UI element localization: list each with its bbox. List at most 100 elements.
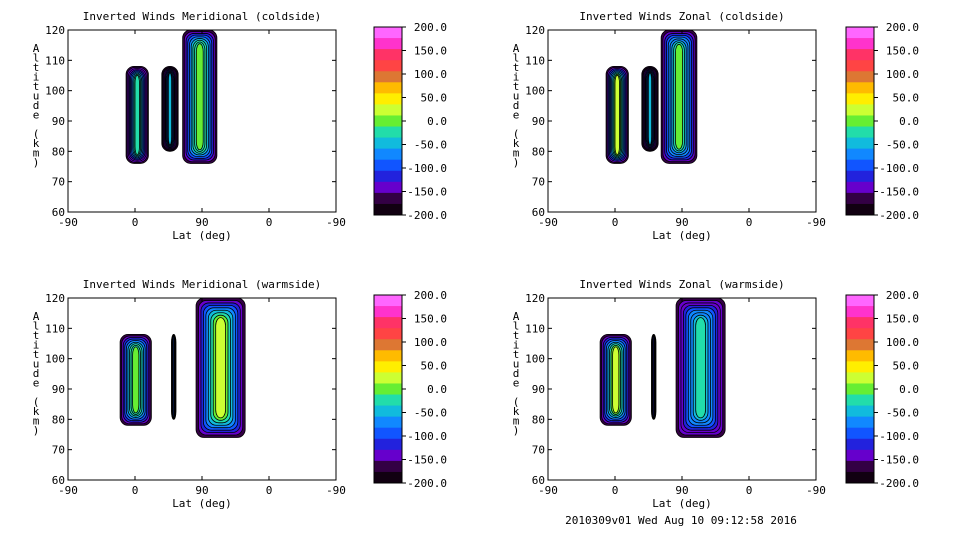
y-tick-label: 90 (532, 115, 545, 128)
x-tick-label: -90 (806, 216, 826, 229)
colorbar-swatch (846, 449, 874, 462)
x-tick-label: -90 (538, 216, 558, 229)
contour-region (675, 43, 683, 150)
chart-title: Inverted Winds Meridional (coldside) (83, 10, 321, 23)
colorbar-swatch (846, 49, 874, 61)
colorbar-swatch (846, 192, 874, 205)
colorbar-swatch (374, 170, 402, 183)
colorbar: 200.0 150.0 100.0 50.0 0.0 -50.0 -100.0 -150.0 -… (373, 21, 447, 222)
colorbar-label: 50.0 (893, 360, 920, 373)
x-axis-label: Lat (deg) (172, 497, 232, 510)
colorbar-swatch (846, 394, 874, 407)
colorbar-label: -50.0 (886, 139, 919, 152)
y-tick-label: 80 (532, 413, 545, 426)
colorbar-label: 100.0 (414, 68, 447, 81)
y-tick-label: 100 (45, 85, 65, 98)
colorbar-label: -200.0 (407, 209, 447, 222)
colorbar-swatch (846, 460, 874, 473)
colorbar-swatch (846, 306, 874, 318)
colorbar-label: 50.0 (893, 92, 920, 105)
colorbar-swatch (374, 372, 402, 384)
colorbar-label: -150.0 (879, 186, 919, 199)
x-tick-label: 0 (746, 216, 753, 229)
y-tick-label: 60 (532, 474, 545, 487)
colorbar-swatch (374, 60, 402, 72)
colorbar-swatch (846, 27, 874, 39)
colorbar-swatch (846, 137, 874, 150)
y-tick-label: 70 (532, 176, 545, 189)
colorbar-swatch (374, 49, 402, 61)
colorbar-label: -50.0 (414, 139, 447, 152)
y-tick-label: 90 (52, 383, 65, 396)
colorbar-label: -50.0 (414, 407, 447, 420)
y-tick-label: 120 (525, 292, 545, 305)
y-tick-label: 110 (525, 322, 545, 335)
colorbar-label: 50.0 (421, 360, 448, 373)
colorbar-label: -100.0 (407, 430, 447, 443)
colorbar-label: 200.0 (886, 21, 919, 34)
y-tick-label: 70 (52, 444, 65, 457)
colorbar-swatch (374, 71, 402, 83)
x-tick-label: -90 (58, 216, 78, 229)
colorbar-swatch (846, 339, 874, 351)
colorbar-label: -100.0 (407, 162, 447, 175)
colorbar-label: -200.0 (879, 209, 919, 222)
colorbar-label: -50.0 (886, 407, 919, 420)
contour-region (612, 346, 620, 414)
y-tick-label: 120 (45, 292, 65, 305)
x-tick-label: 90 (675, 484, 688, 497)
colorbar-swatch (374, 38, 402, 50)
colorbar-swatch (374, 383, 402, 396)
colorbar-swatch (374, 137, 402, 150)
colorbar-label: -200.0 (879, 477, 919, 490)
colorbar-swatch (846, 438, 874, 451)
colorbar-swatch (846, 383, 874, 396)
x-tick-label: 90 (195, 484, 208, 497)
colorbar-swatch (846, 159, 874, 172)
x-tick-label: 0 (132, 484, 139, 497)
contour-region (215, 317, 226, 419)
colorbar-label: 100.0 (886, 336, 919, 349)
contour-region (132, 346, 140, 414)
colorbar-swatch (374, 416, 402, 429)
colorbar-swatch (846, 181, 874, 194)
contour-region (134, 74, 140, 155)
colorbar-swatch (846, 170, 874, 183)
colorbar-swatch (374, 317, 402, 329)
colorbar-label: -100.0 (879, 430, 919, 443)
colorbar-swatch (846, 328, 874, 340)
contour-region (652, 335, 655, 418)
colorbar-swatch (846, 71, 874, 83)
contour-region (195, 43, 204, 151)
colorbar-label: 100.0 (414, 336, 447, 349)
x-tick-label: 0 (612, 216, 619, 229)
colorbar-swatch (374, 181, 402, 194)
colorbar-swatch (374, 438, 402, 451)
footer-timestamp: 2010309v01 Wed Aug 10 09:12:58 2016 (565, 514, 797, 527)
x-tick-label: -90 (326, 216, 346, 229)
colorbar-swatch (846, 350, 874, 362)
colorbar-label: 200.0 (414, 21, 447, 34)
x-tick-label: 90 (675, 216, 688, 229)
colorbar-swatch (374, 471, 402, 484)
colorbar-swatch (374, 394, 402, 407)
y-tick-label: 110 (45, 322, 65, 335)
y-tick-label: 100 (525, 85, 545, 98)
y-tick-label: 90 (532, 383, 545, 396)
contour-region (695, 317, 706, 419)
colorbar-swatch (846, 60, 874, 72)
colorbar-swatch (374, 339, 402, 351)
colorbar-swatch (846, 416, 874, 429)
x-axis-label: Lat (deg) (652, 229, 712, 242)
x-tick-label: -90 (538, 484, 558, 497)
colorbar-label: 0.0 (899, 383, 919, 396)
y-tick-label: 70 (532, 444, 545, 457)
colorbar-swatch (374, 203, 402, 216)
x-tick-label: 90 (195, 216, 208, 229)
colorbar-swatch (846, 295, 874, 307)
